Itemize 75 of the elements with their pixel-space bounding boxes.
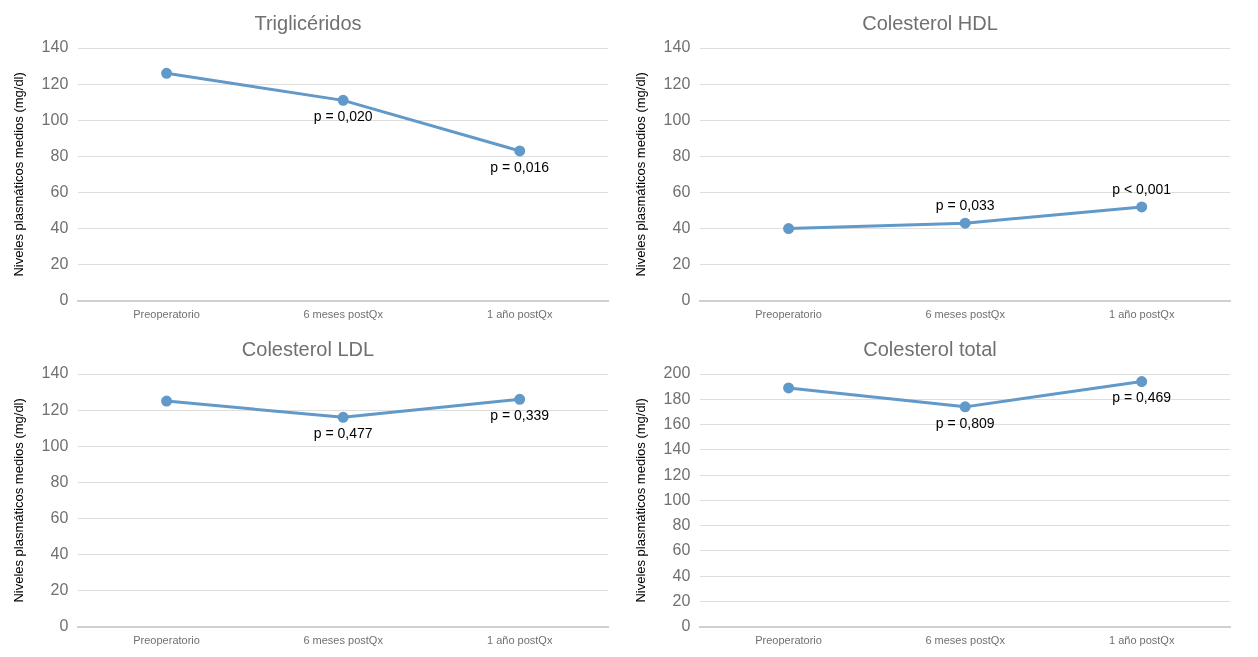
x-tick-label: 1 año postQx [487,634,553,647]
chart-title: Triglicéridos [254,11,362,34]
x-tick-label: Preoperatorio [133,308,200,321]
y-tick-label: 80 [672,146,691,164]
y-tick-label: 20 [672,591,691,609]
y-tick-label: 60 [50,182,69,200]
y-tick-label: 20 [672,255,691,273]
y-tick-label: 160 [663,414,691,432]
x-tick-label: 6 meses postQx [303,308,384,321]
y-axis-title: Niveles plasmáticos medios (mg/dl) [633,398,649,603]
y-tick-label: 100 [41,110,69,128]
y-tick-label: 180 [663,389,691,407]
y-tick-label: 40 [50,544,69,562]
y-tick-label: 140 [41,364,69,382]
point [337,411,349,423]
y-tick-label: 20 [50,255,69,273]
chart-title: Colesterol HDL [862,11,998,34]
y-tick-label: 100 [41,436,69,454]
x-tick-label: 1 año postQx [487,308,553,321]
point [161,395,173,407]
y-tick-label: 80 [672,516,691,534]
y-tick-label: 140 [41,38,69,56]
chart-title: Colesterol total [863,337,997,360]
annotation: p < 0,001 [1112,180,1172,197]
y-tick-label: 0 [59,617,69,635]
y-tick-label: 20 [50,581,69,599]
y-tick-label: 120 [41,74,69,92]
y-tick-label: 100 [663,490,691,508]
annotation: p = 0,020 [313,108,373,125]
point [783,223,795,235]
y-tick-label: 80 [50,146,69,164]
x-tick-label: 6 meses postQx [303,634,384,647]
y-tick-label: 0 [681,617,691,635]
y-tick-label: 120 [41,400,69,418]
y-tick-label: 60 [50,508,69,526]
x-tick-label: Preoperatorio [755,308,822,321]
annotation: p = 0,339 [490,407,550,424]
point [1136,201,1148,213]
x-tick-label: Preoperatorio [755,634,822,647]
y-axis-title: Niveles plasmáticos medios (mg/dl) [11,72,27,277]
y-tick-label: 120 [663,465,691,483]
y-tick-label: 40 [672,566,691,584]
annotation: p = 0,477 [313,425,373,442]
point [959,217,971,229]
y-tick-label: 40 [50,218,69,236]
point [337,94,349,106]
y-axis-title: Niveles plasmáticos medios (mg/dl) [11,398,27,603]
point [959,401,971,413]
x-tick-label: 6 meses postQx [925,634,1006,647]
annotation: p = 0,016 [490,158,550,175]
point [514,393,526,405]
y-axis-title: Niveles plasmáticos medios (mg/dl) [633,72,649,277]
x-tick-label: 6 meses postQx [925,308,1006,321]
y-tick-label: 60 [672,541,691,559]
y-tick-label: 0 [681,291,691,309]
y-tick-label: 200 [663,364,691,382]
annotation: p = 0,809 [935,414,995,431]
y-tick-label: 140 [663,38,691,56]
point [1136,376,1148,388]
point [514,145,526,157]
y-tick-label: 0 [59,291,69,309]
y-tick-label: 80 [50,472,69,490]
x-tick-label: Preoperatorio [133,634,200,647]
y-tick-label: 40 [672,218,691,236]
x-tick-label: 1 año postQx [1109,634,1175,647]
point [161,67,173,79]
y-tick-label: 120 [663,74,691,92]
annotation: p = 0,469 [1112,389,1172,406]
y-tick-label: 60 [672,182,691,200]
chart-title: Colesterol LDL [241,337,375,360]
x-tick-label: 1 año postQx [1109,308,1175,321]
annotation: p = 0,033 [935,197,995,214]
y-tick-label: 100 [663,110,691,128]
y-tick-label: 140 [663,440,691,458]
point [783,382,795,394]
